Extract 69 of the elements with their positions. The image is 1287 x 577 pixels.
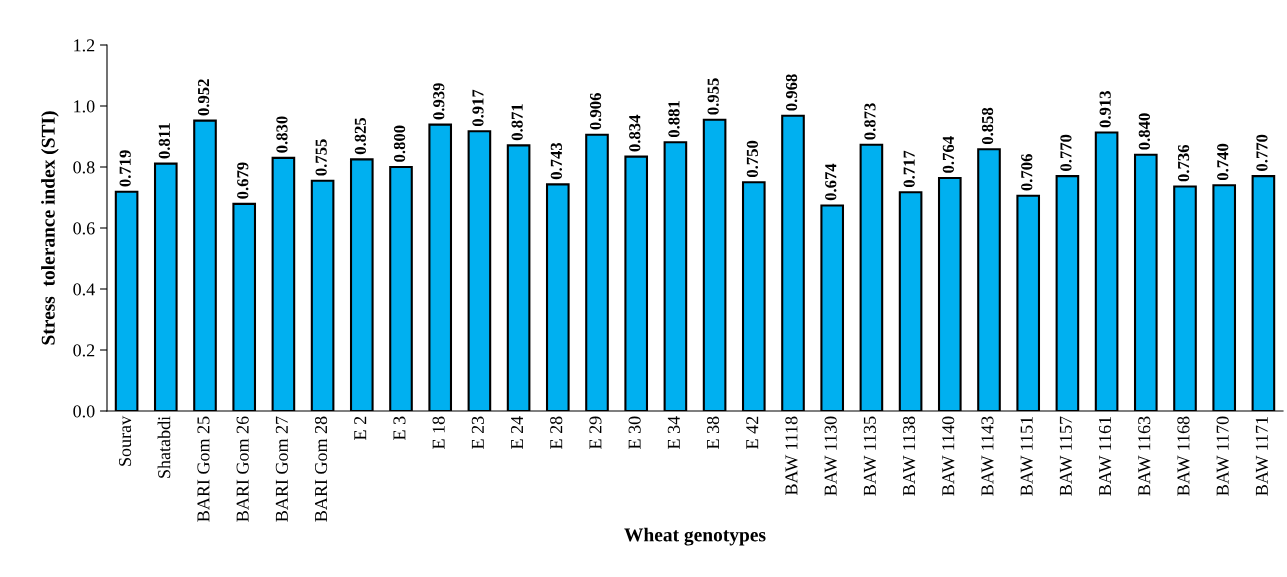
y-tick-label: 1.2 [74, 39, 95, 52]
x-tick-label: Shatabdi [157, 416, 171, 478]
x-tick-label: E 29 [589, 416, 602, 449]
x-tick-label: E 2 [354, 416, 367, 440]
y-tick-label: 0.8 [73, 161, 95, 174]
x-tick-label: E 24 [510, 416, 523, 449]
x-tick-label: E 42 [746, 416, 759, 449]
data-label: 0.736 [1177, 144, 1190, 182]
y-tick-label: 0.0 [73, 405, 95, 418]
x-tick-label: BAW 1163 [1138, 416, 1151, 496]
data-label: 0.939 [433, 83, 445, 120]
data-label: 0.906 [589, 93, 602, 130]
x-tick-label: BAW 1151 [1020, 416, 1033, 496]
data-label: 0.873 [864, 103, 876, 140]
data-label: 0.706 [1021, 154, 1033, 191]
data-label: 0.830 [276, 116, 288, 153]
data-label: 0.840 [1138, 113, 1151, 150]
x-tick-label: BAW 1143 [981, 416, 994, 496]
y-tick-label: 0.4 [73, 283, 95, 296]
x-tick-label: E 30 [628, 416, 641, 449]
x-tick-label: E 34 [667, 416, 680, 449]
data-label: 0.955 [707, 78, 719, 115]
data-label: 0.743 [550, 142, 563, 180]
data-label: 0.764 [942, 136, 955, 173]
data-label: 0.871 [511, 104, 523, 141]
x-tick-label: Sourav [118, 415, 132, 466]
data-label: 0.881 [668, 101, 680, 138]
data-label: 0.811 [158, 123, 171, 159]
data-label: 0.770 [1256, 134, 1268, 171]
y-axis-title: Stress tolerance index (STI) [41, 111, 59, 345]
y-tick-label: 0.2 [73, 344, 95, 357]
x-axis-title: Wheat genotypes [624, 527, 766, 546]
data-label: 0.750 [746, 140, 759, 178]
data-label: 0.800 [393, 125, 406, 162]
x-tick-label: BAW 1135 [863, 416, 877, 496]
data-label: 0.917 [472, 89, 484, 127]
y-tick-label: 1.0 [74, 100, 95, 113]
data-label: 0.740 [1217, 143, 1229, 181]
y-tick-label: 0.6 [73, 222, 95, 235]
x-tick-label: BAW 1138 [902, 416, 916, 496]
data-label: 0.834 [629, 114, 641, 152]
x-tick-label: E 3 [393, 416, 406, 440]
x-tick-label: E 38 [706, 416, 720, 449]
data-label: 0.717 [903, 150, 915, 188]
data-label: 0.674 [825, 163, 837, 201]
x-tick-label: E 18 [432, 416, 445, 449]
data-label: 0.719 [119, 150, 131, 187]
x-tick-label: BAW 1171 [1255, 416, 1269, 496]
x-tick-label: BARI Gom 26 [236, 416, 249, 522]
data-label: 0.858 [981, 107, 994, 145]
data-label: 0.968 [785, 74, 798, 111]
x-tick-label: BARI Gom 28 [314, 416, 328, 522]
data-label: 0.913 [1099, 91, 1111, 128]
data-label: 0.952 [197, 79, 210, 116]
data-label: 0.825 [354, 117, 367, 155]
x-tick-label: BAW 1130 [824, 416, 837, 496]
x-tick-label: BARI Gom 25 [197, 416, 210, 522]
x-tick-label: E 23 [471, 416, 484, 449]
x-tick-label: BARI Gom 27 [275, 416, 288, 522]
x-tick-label: E 28 [550, 416, 563, 449]
x-tick-label: BAW 1140 [942, 416, 955, 496]
x-tick-label: BAW 1161 [1098, 416, 1112, 496]
data-label: 0.770 [1060, 134, 1072, 171]
x-tick-label: BAW 1118 [785, 416, 798, 495]
data-label: 0.755 [315, 139, 327, 176]
x-tick-label: BAW 1170 [1216, 416, 1229, 496]
x-tick-label: BAW 1168 [1177, 416, 1190, 496]
x-tick-label: BAW 1157 [1059, 416, 1073, 496]
data-label: 0.679 [237, 162, 249, 199]
